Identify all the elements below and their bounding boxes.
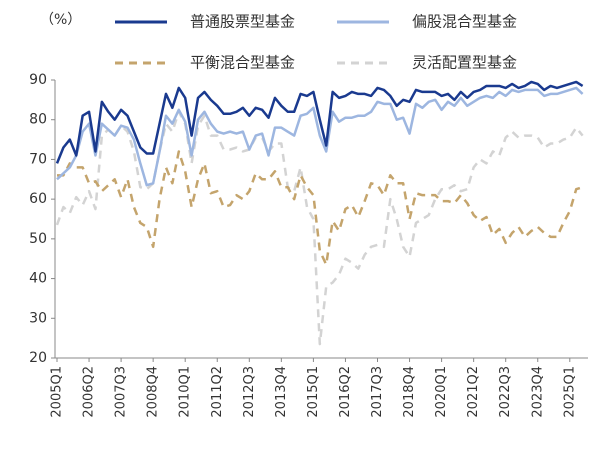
y-tick-label: 40 <box>29 271 47 287</box>
y-tick-label: 70 <box>29 151 47 167</box>
series-line <box>57 150 583 266</box>
series-line <box>55 110 584 346</box>
x-tick-label: 2012Q3 <box>242 366 257 418</box>
y-tick-label: 20 <box>29 350 47 366</box>
legend-label: 灵活配置型基金 <box>412 54 517 72</box>
y-tick-label: 50 <box>29 231 47 247</box>
x-tick-label: 2005Q1 <box>50 366 65 418</box>
x-tick-label: 2020Q1 <box>434 366 449 418</box>
y-tick-label: 60 <box>29 191 47 207</box>
legend-label: 偏股混合型基金 <box>412 13 517 31</box>
x-tick-label: 2021Q2 <box>466 366 481 418</box>
y-tick-label: 90 <box>29 72 47 88</box>
x-tick-label: 2018Q4 <box>402 366 417 418</box>
y-axis-label: （%） <box>40 12 81 28</box>
y-tick-label: 80 <box>29 112 47 128</box>
x-tick-label: 2023Q4 <box>530 366 545 418</box>
series-line <box>55 80 584 164</box>
legend-label: 平衡混合型基金 <box>190 54 295 72</box>
x-tick-label: 2022Q3 <box>498 366 513 418</box>
x-tick-label: 2015Q1 <box>306 366 321 418</box>
x-tick-label: 2010Q1 <box>178 366 193 418</box>
legend-label: 普通股票型基金 <box>190 13 295 31</box>
y-tick-label: 30 <box>29 310 47 326</box>
x-tick-label: 2017Q3 <box>370 366 385 418</box>
x-tick-label: 2013Q4 <box>274 366 289 418</box>
x-tick-label: 2016Q2 <box>338 366 353 418</box>
x-tick-label: 2006Q2 <box>82 366 97 418</box>
x-tick-label: 2008Q4 <box>146 366 161 418</box>
series-line <box>56 86 584 187</box>
x-tick-label: 2011Q2 <box>210 366 225 418</box>
x-tick-label: 2025Q1 <box>562 366 577 418</box>
x-tick-label: 2007Q3 <box>114 366 129 418</box>
